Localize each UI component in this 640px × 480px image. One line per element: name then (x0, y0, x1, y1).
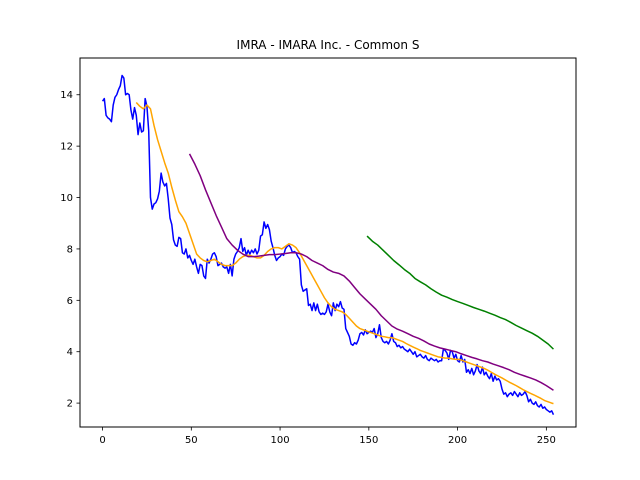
series-line-3 (188, 153, 554, 391)
y-tick-label: 4 (67, 347, 73, 358)
y-tick-label: 14 (60, 90, 73, 101)
x-tick-label: 50 (185, 435, 198, 446)
x-tick-label: 200 (448, 435, 467, 446)
plot-frame (79, 57, 577, 428)
series-line-4 (366, 235, 554, 350)
x-tick-label: 250 (537, 435, 556, 446)
x-tick-label: 100 (271, 435, 290, 446)
y-tick-label: 8 (67, 244, 73, 255)
y-tick-label: 10 (60, 193, 73, 204)
x-tick-label: 0 (99, 435, 105, 446)
chart-title: IMRA - IMARA Inc. - Common S (237, 38, 420, 52)
x-tick-label: 150 (359, 435, 378, 446)
y-tick-label: 6 (67, 296, 73, 307)
y-tick-label: 2 (67, 399, 73, 410)
series-line-1 (101, 74, 555, 415)
series-layer (101, 74, 555, 415)
x-axis: 0 50 100 150 200 250 (99, 427, 556, 446)
series-line-2 (135, 101, 554, 405)
y-tick-label: 12 (60, 142, 73, 153)
y-axis: 2 4 6 8 10 12 14 (60, 90, 80, 410)
